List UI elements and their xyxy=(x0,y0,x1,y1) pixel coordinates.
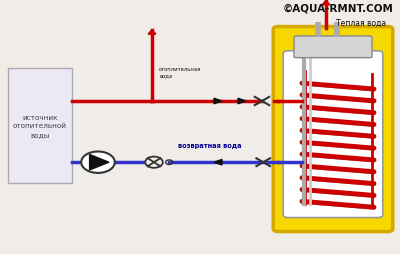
Text: ©AQUA-RMNT.COM: ©AQUA-RMNT.COM xyxy=(283,4,394,14)
Polygon shape xyxy=(214,99,222,104)
Text: источник
отопительной
воды: источник отопительной воды xyxy=(13,114,67,137)
Circle shape xyxy=(81,152,115,173)
FancyBboxPatch shape xyxy=(294,37,372,58)
Polygon shape xyxy=(90,155,109,170)
FancyBboxPatch shape xyxy=(283,52,383,218)
Polygon shape xyxy=(214,160,222,165)
Polygon shape xyxy=(238,99,246,104)
Text: Теплая вода: Теплая вода xyxy=(336,18,386,27)
Text: отоплительная
вода: отоплительная вода xyxy=(159,67,202,78)
FancyBboxPatch shape xyxy=(8,69,72,183)
Text: возвратная вода: возвратная вода xyxy=(178,142,242,149)
FancyBboxPatch shape xyxy=(273,27,393,232)
Polygon shape xyxy=(322,1,330,6)
Polygon shape xyxy=(148,30,156,35)
